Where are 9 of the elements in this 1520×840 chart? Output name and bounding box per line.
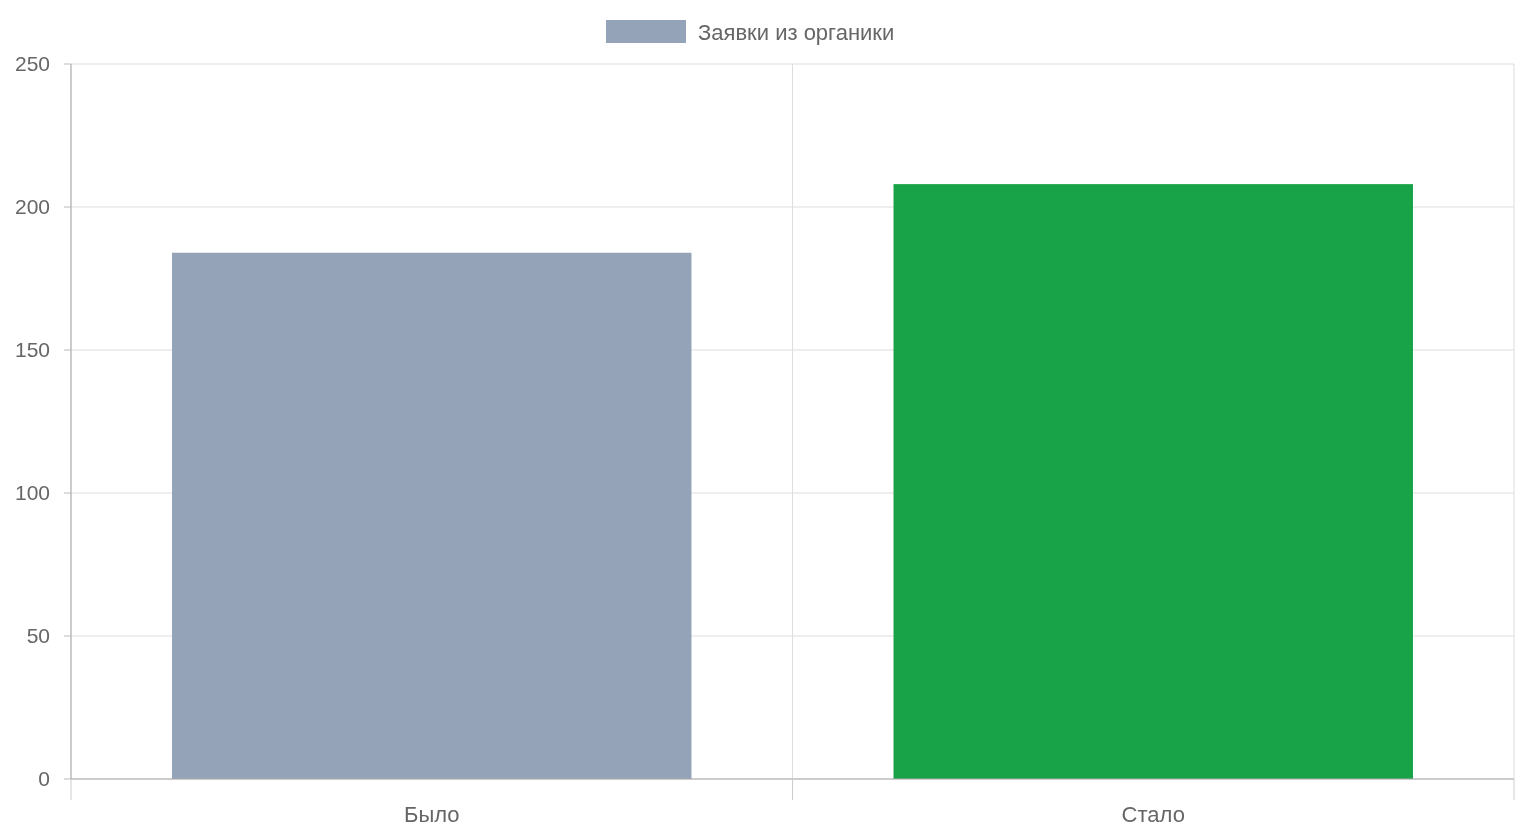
y-tick-label: 250 xyxy=(14,52,50,76)
y-tick-label: 150 xyxy=(14,338,50,362)
x-tick-label: Стало xyxy=(1121,801,1185,827)
legend-label: Заявки из органики xyxy=(698,19,895,45)
y-tick-label: 50 xyxy=(26,624,50,648)
y-tick-label: 0 xyxy=(38,767,50,791)
x-tick-label: Было xyxy=(403,801,460,827)
y-tick-label: 100 xyxy=(14,481,50,505)
y-tick-label: 200 xyxy=(14,195,50,219)
